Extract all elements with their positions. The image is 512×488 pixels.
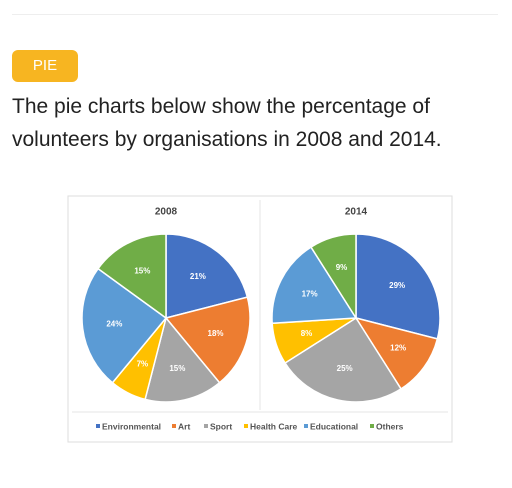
legend-label: Health Care <box>250 421 298 431</box>
legend-label: Others <box>376 421 404 431</box>
slice-label: 9% <box>336 263 348 272</box>
slice-label: 25% <box>337 364 353 373</box>
divider <box>12 14 498 15</box>
legend-label: Sport <box>210 421 232 431</box>
legend-label: Environmental <box>102 421 161 431</box>
slice-label: 7% <box>137 360 149 369</box>
slice-label: 18% <box>208 329 224 338</box>
legend-swatch <box>172 424 176 428</box>
pie-slice <box>271 246 358 325</box>
pie-slice <box>355 233 441 340</box>
pie-slice <box>96 233 167 320</box>
slice-label: 29% <box>389 281 405 290</box>
pie-slice <box>165 233 249 319</box>
slice-label: 21% <box>190 272 206 281</box>
legend-swatch <box>370 424 374 428</box>
legend-swatch <box>204 424 208 428</box>
legend-swatch <box>304 424 308 428</box>
pie-slice <box>144 316 221 403</box>
chart-title: 2008 <box>155 207 178 218</box>
legend-label: Art <box>178 421 190 431</box>
slice-label: 8% <box>301 329 313 338</box>
slice-label: 17% <box>302 289 318 298</box>
chart-title: 2014 <box>345 207 368 218</box>
slice-label: 12% <box>390 344 406 353</box>
pie-slice <box>284 316 403 403</box>
legend-swatch <box>96 424 100 428</box>
heading: The pie charts below show the percentage… <box>12 95 442 151</box>
tag[interactable]: PIE <box>12 50 78 82</box>
slice-label: 15% <box>134 267 150 276</box>
legend-swatch <box>244 424 248 428</box>
pie-slice <box>81 267 168 384</box>
pie-slice <box>309 233 357 321</box>
slice-label: 15% <box>169 364 185 373</box>
pie-slice <box>164 296 251 384</box>
legend-label: Educational <box>310 421 358 431</box>
pie-slice <box>354 316 439 390</box>
slice-label: 24% <box>106 320 122 329</box>
